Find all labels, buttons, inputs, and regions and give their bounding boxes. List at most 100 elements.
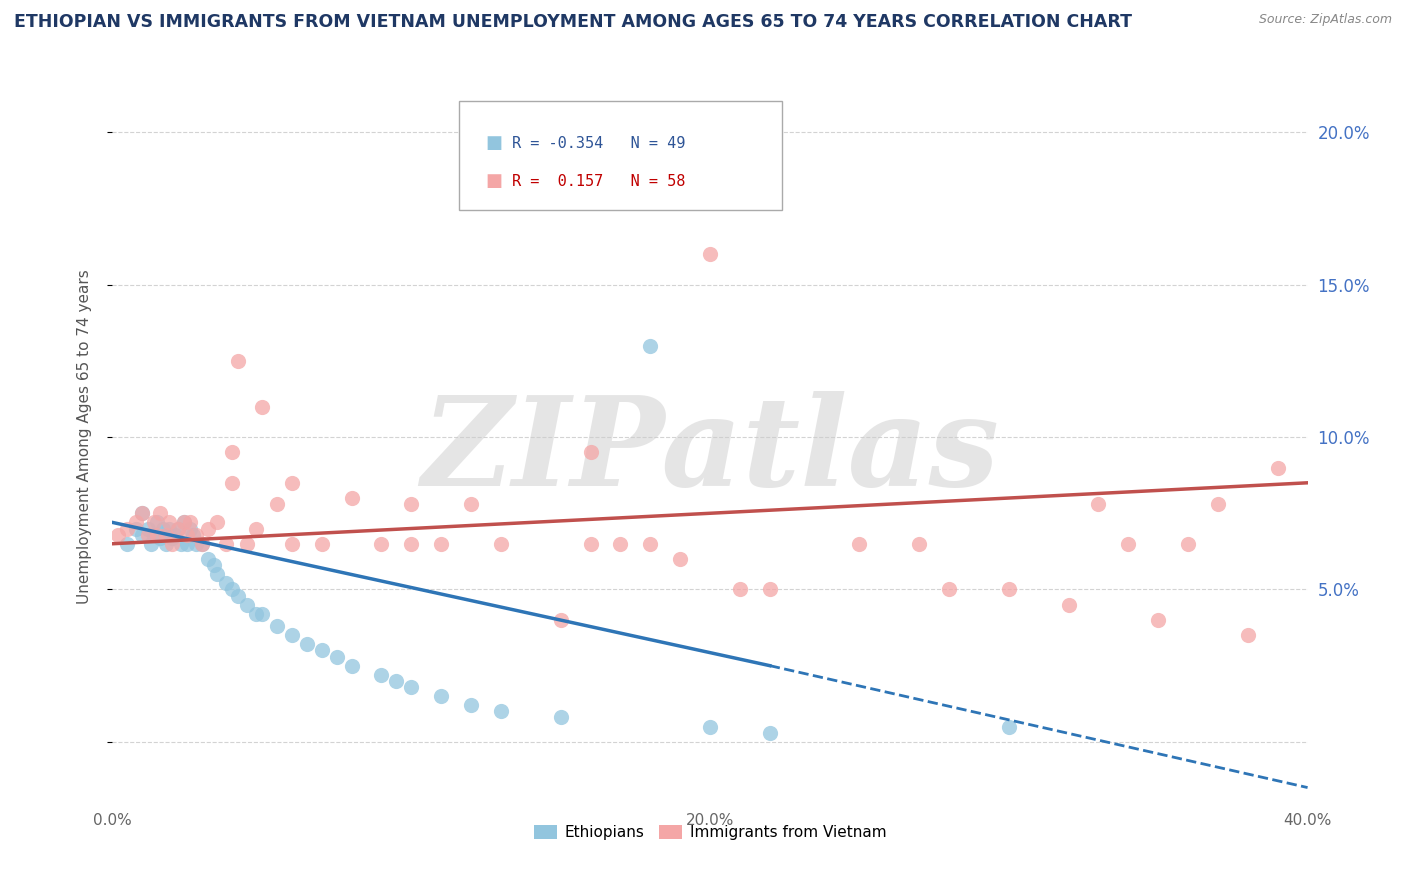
Text: ■: ■ [485, 134, 502, 152]
Point [998, 720, 1021, 734]
Point [221, 475, 243, 490]
Y-axis label: Unemployment Among Ages 65 to 74 years: Unemployment Among Ages 65 to 74 years [77, 269, 91, 605]
Point [162, 537, 183, 551]
Text: ETHIOPIAN VS IMMIGRANTS FROM VIETNAM UNEMPLOYMENT AMONG AGES 65 TO 74 YEARS CORR: ETHIOPIAN VS IMMIGRANTS FROM VIETNAM UNE… [14, 13, 1132, 31]
Point [640, 537, 662, 551]
Point [131, 506, 153, 520]
Point [609, 537, 631, 551]
Point [245, 607, 267, 621]
Point [1087, 497, 1109, 511]
Point [186, 527, 208, 541]
Point [579, 445, 602, 459]
Point [131, 527, 153, 541]
Point [1057, 598, 1080, 612]
Point [221, 582, 243, 597]
Point [176, 527, 198, 541]
Point [669, 552, 692, 566]
Point [191, 537, 214, 551]
Point [146, 516, 169, 530]
Point [370, 667, 392, 681]
Point [385, 673, 408, 688]
Point [226, 589, 249, 603]
Point [117, 537, 139, 551]
Point [460, 698, 482, 713]
Point [186, 537, 208, 551]
Point [155, 527, 177, 541]
Text: ZIPatlas: ZIPatlas [420, 391, 1000, 513]
Point [311, 643, 333, 657]
Point [430, 689, 453, 703]
Point [143, 516, 166, 530]
Point [1147, 613, 1170, 627]
Point [202, 558, 225, 573]
Point [311, 537, 333, 551]
Point [1118, 537, 1140, 551]
Point [728, 582, 751, 597]
Point [107, 527, 129, 541]
Point [152, 521, 174, 535]
Point [1206, 497, 1229, 511]
Point [699, 247, 721, 261]
Point [236, 537, 259, 551]
Point [430, 537, 453, 551]
Point [215, 576, 238, 591]
Point [205, 516, 228, 530]
Point [143, 527, 166, 541]
Point [1237, 628, 1260, 642]
Point [281, 537, 304, 551]
Point [167, 521, 190, 535]
Point [245, 521, 267, 535]
Point [699, 720, 721, 734]
Point [266, 619, 288, 633]
Point [848, 537, 870, 551]
Point [489, 705, 512, 719]
Point [138, 527, 160, 541]
Point [173, 516, 195, 530]
Point [281, 628, 304, 642]
Point [460, 497, 482, 511]
Point [295, 637, 318, 651]
Point [197, 521, 219, 535]
Point [191, 537, 214, 551]
Point [149, 506, 172, 520]
Point [205, 567, 228, 582]
Point [938, 582, 960, 597]
Point [138, 521, 160, 535]
Text: R = -0.354   N = 49: R = -0.354 N = 49 [512, 136, 685, 151]
Point [325, 649, 347, 664]
Point [149, 531, 172, 545]
Text: Source: ZipAtlas.com: Source: ZipAtlas.com [1258, 13, 1392, 27]
Point [759, 582, 782, 597]
Point [125, 516, 148, 530]
Point [550, 710, 572, 724]
Text: ■: ■ [485, 172, 502, 190]
Point [197, 552, 219, 566]
Point [759, 725, 782, 739]
Point [125, 521, 148, 535]
Legend: Ethiopians, Immigrants from Vietnam: Ethiopians, Immigrants from Vietnam [527, 819, 893, 847]
Point [146, 527, 169, 541]
Point [250, 607, 273, 621]
Point [1267, 460, 1289, 475]
Point [550, 613, 572, 627]
Point [162, 531, 183, 545]
Point [998, 582, 1021, 597]
Point [401, 537, 423, 551]
Point [131, 506, 153, 520]
Point [236, 598, 259, 612]
Point [179, 516, 201, 530]
Point [489, 537, 512, 551]
Point [401, 497, 423, 511]
Point [179, 521, 201, 535]
Point [215, 537, 238, 551]
Point [1177, 537, 1199, 551]
Point [176, 537, 198, 551]
Point [157, 521, 180, 535]
Point [167, 521, 190, 535]
Point [170, 537, 193, 551]
FancyBboxPatch shape [458, 101, 782, 211]
Point [250, 400, 273, 414]
Point [155, 537, 177, 551]
Point [340, 491, 363, 505]
Point [165, 527, 187, 541]
